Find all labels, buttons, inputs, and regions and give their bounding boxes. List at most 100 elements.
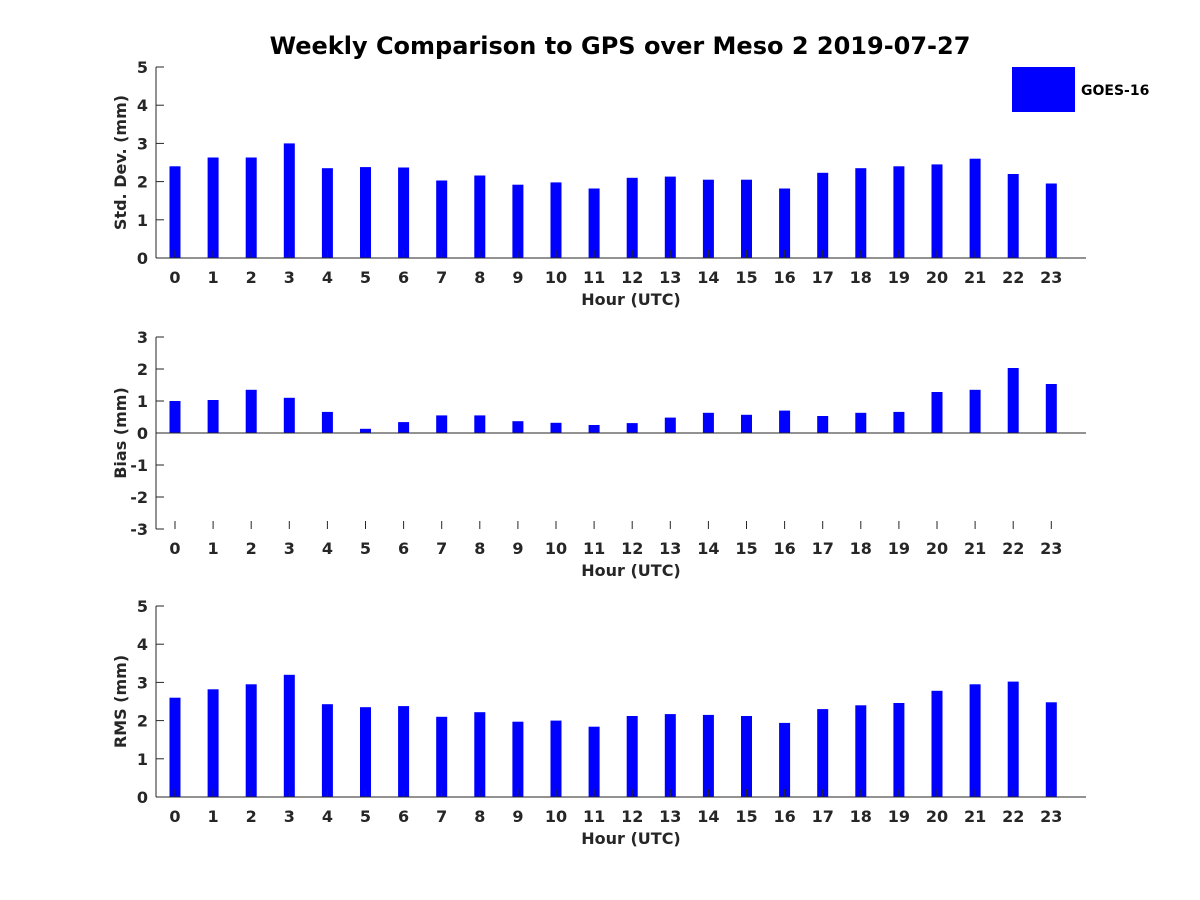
x-tick-label-panel2-11: 11 — [583, 539, 605, 558]
bar-panel2-hour-23 — [1045, 384, 1057, 433]
bar-panel2-hour-11 — [588, 425, 600, 433]
x-tick-label-panel1-22: 22 — [1002, 268, 1024, 287]
x-tick-label-panel3-8: 8 — [474, 807, 485, 826]
bar-panel3-hour-19 — [893, 703, 905, 797]
x-tick-label-panel3-0: 0 — [169, 807, 180, 826]
bar-panel1-hour-21 — [969, 158, 981, 258]
x-tick-label-panel1-7: 7 — [436, 268, 447, 287]
bar-panel3-hour-0 — [169, 697, 181, 797]
bar-panel2-hour-19 — [893, 411, 905, 433]
x-tick-label-panel1-15: 15 — [735, 268, 757, 287]
bar-panel3-hour-9 — [512, 721, 524, 797]
bar-panel1-hour-9 — [512, 184, 524, 258]
bar-panel2-hour-21 — [969, 389, 981, 433]
x-tick-label-panel1-11: 11 — [583, 268, 605, 287]
x-tick-label-panel2-5: 5 — [360, 539, 371, 558]
bar-panel2-hour-6 — [398, 422, 410, 433]
x-tick-label-panel3-13: 13 — [659, 807, 681, 826]
x-tick-label-panel2-22: 22 — [1002, 539, 1024, 558]
y-tick-label-panel3-5: 5 — [137, 597, 148, 616]
x-tick-label-panel2-21: 21 — [964, 539, 986, 558]
x-tick-label-panel2-10: 10 — [545, 539, 567, 558]
bar-panel1-hour-13 — [664, 176, 676, 258]
y-tick-label-panel1-5: 5 — [137, 58, 148, 77]
bar-panel1-hour-23 — [1045, 183, 1057, 258]
x-tick-label-panel2-4: 4 — [322, 539, 333, 558]
bar-panel2-hour-7 — [436, 415, 448, 433]
bar-panel3-hour-11 — [588, 726, 600, 797]
bar-panel3-hour-4 — [321, 704, 333, 797]
legend-swatch — [1012, 67, 1075, 112]
x-tick-label-panel1-4: 4 — [322, 268, 333, 287]
y-axis-label-panel-2: Bias (mm) — [111, 387, 130, 479]
x-tick-label-panel2-7: 7 — [436, 539, 447, 558]
x-tick-label-panel1-19: 19 — [888, 268, 910, 287]
x-tick-label-panel3-20: 20 — [926, 807, 948, 826]
y-tick-label-panel2--1: -1 — [130, 456, 148, 475]
bar-panel2-hour-17 — [817, 416, 829, 433]
bar-panel3-hour-3 — [283, 674, 295, 797]
bar-panel1-hour-19 — [893, 166, 905, 258]
bar-panel1-hour-20 — [931, 164, 943, 258]
x-tick-label-panel3-5: 5 — [360, 807, 371, 826]
bar-panel1-hour-4 — [321, 168, 333, 258]
bar-panel1-hour-11 — [588, 188, 600, 258]
x-tick-label-panel3-19: 19 — [888, 807, 910, 826]
x-tick-label-panel1-21: 21 — [964, 268, 986, 287]
x-tick-label-panel1-14: 14 — [697, 268, 719, 287]
bar-panel3-hour-13 — [664, 714, 676, 797]
x-axis-label-panel-2: Hour (UTC) — [581, 561, 681, 580]
y-tick-label-panel1-4: 4 — [137, 96, 148, 115]
x-tick-label-panel1-18: 18 — [850, 268, 872, 287]
x-tick-label-panel1-8: 8 — [474, 268, 485, 287]
y-axis-label-panel-1: Std. Dev. (mm) — [111, 95, 130, 230]
x-tick-label-panel2-17: 17 — [812, 539, 834, 558]
bar-panel3-hour-15 — [741, 716, 752, 797]
bar-panel3-hour-18 — [855, 705, 867, 797]
x-tick-label-panel2-8: 8 — [474, 539, 485, 558]
x-tick-label-panel3-22: 22 — [1002, 807, 1024, 826]
x-tick-label-panel2-15: 15 — [735, 539, 757, 558]
x-tick-label-panel3-15: 15 — [735, 807, 757, 826]
x-tick-label-panel2-12: 12 — [621, 539, 643, 558]
x-tick-label-panel3-12: 12 — [621, 807, 643, 826]
bar-panel1-hour-18 — [855, 168, 867, 258]
x-tick-label-panel3-7: 7 — [436, 807, 447, 826]
x-tick-label-panel1-1: 1 — [208, 268, 219, 287]
bar-panel2-hour-2 — [245, 389, 257, 433]
bar-panel1-hour-22 — [1007, 174, 1019, 258]
y-tick-label-panel2-0: 0 — [137, 424, 148, 443]
bar-panel3-hour-22 — [1007, 681, 1019, 797]
y-tick-label-panel3-0: 0 — [137, 788, 148, 807]
bar-panel3-hour-14 — [702, 714, 714, 797]
x-tick-label-panel3-21: 21 — [964, 807, 986, 826]
bar-panel2-hour-9 — [512, 421, 524, 433]
bar-panel1-hour-10 — [550, 182, 562, 258]
bar-panel1-hour-5 — [360, 167, 371, 258]
x-tick-label-panel3-14: 14 — [697, 807, 719, 826]
bar-panel1-hour-17 — [817, 172, 829, 258]
x-tick-label-panel3-17: 17 — [812, 807, 834, 826]
bar-panel2-hour-4 — [321, 411, 333, 433]
bar-panel3-hour-16 — [779, 722, 791, 797]
y-tick-label-panel3-1: 1 — [137, 750, 148, 769]
x-tick-label-panel1-23: 23 — [1040, 268, 1062, 287]
bar-panel3-hour-12 — [626, 716, 638, 797]
legend-label: GOES-16 — [1081, 83, 1149, 99]
x-tick-label-panel1-0: 0 — [169, 268, 180, 287]
x-tick-label-panel3-1: 1 — [208, 807, 219, 826]
bar-panel1-hour-15 — [741, 179, 752, 258]
x-axis-label-panel-1: Hour (UTC) — [581, 290, 681, 309]
x-tick-label-panel2-6: 6 — [398, 539, 409, 558]
bar-panel3-hour-20 — [931, 690, 943, 797]
y-tick-label-panel2-2: 2 — [137, 360, 148, 379]
y-tick-label-panel1-2: 2 — [137, 173, 148, 192]
x-tick-label-panel3-16: 16 — [773, 807, 795, 826]
x-tick-label-panel1-9: 9 — [512, 268, 523, 287]
bar-panel2-hour-16 — [779, 410, 791, 433]
bar-panel3-hour-2 — [245, 684, 257, 797]
x-tick-label-panel2-0: 0 — [169, 539, 180, 558]
